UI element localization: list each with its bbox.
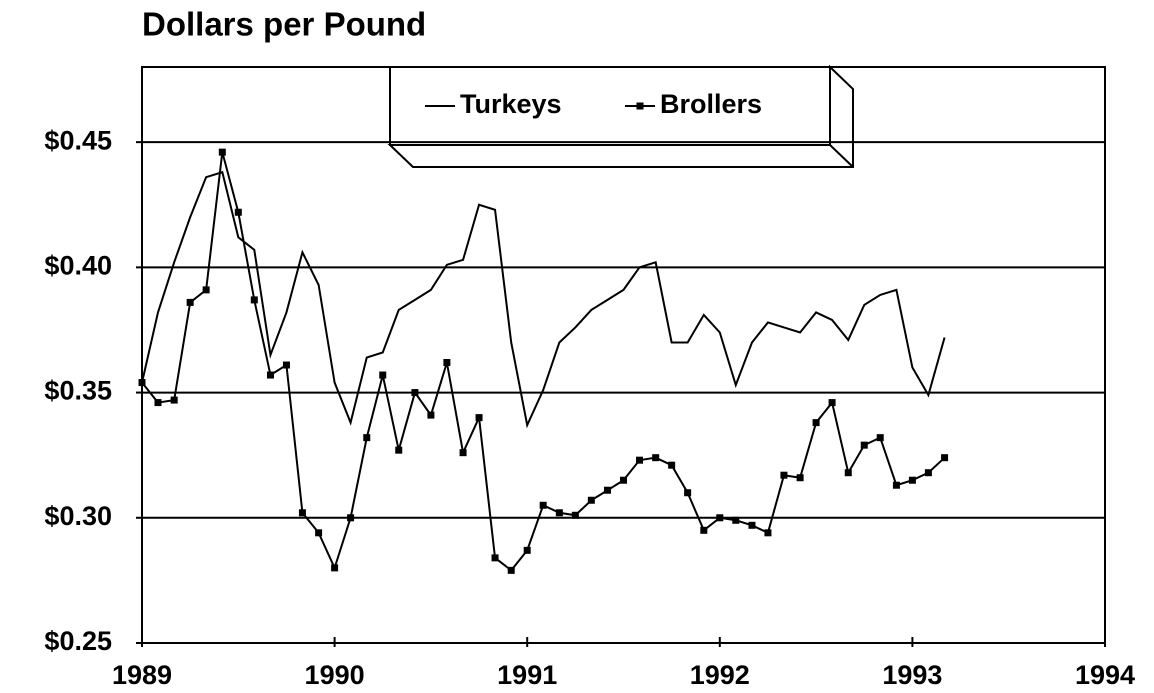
point-marker [202,286,210,294]
point-marker [844,469,852,477]
point-marker [539,501,547,509]
point-marker [635,456,643,464]
point-marker [250,296,258,304]
x-tick-label: 1994 [1075,660,1135,690]
point-marker [459,449,467,457]
point-marker [876,434,884,442]
point-marker [860,441,868,449]
point-marker [604,486,612,494]
point-marker [282,361,290,369]
point-marker [828,399,836,407]
point-marker [475,414,483,422]
chart-title: Dollars per Pound [142,6,426,43]
x-tick-label: 1990 [305,660,365,690]
point-marker [941,454,949,462]
point-marker [298,509,306,517]
point-marker [908,476,916,484]
legend-label: Brollers [660,89,762,119]
point-marker [154,399,162,407]
y-tick-label: $0.40 [44,250,112,280]
point-marker [379,371,387,379]
point-marker [234,208,242,216]
point-marker [684,489,692,497]
point-marker [186,298,194,306]
x-tick-label: 1992 [690,660,750,690]
point-marker [443,359,451,367]
point-marker [411,389,419,397]
point-marker [331,564,339,572]
point-marker [571,511,579,519]
x-tick-label: 1993 [882,660,942,690]
point-marker [892,481,900,489]
point-marker [732,516,740,524]
point-marker [138,379,146,387]
point-marker [780,471,788,479]
point-marker [555,509,563,517]
point-marker [218,148,226,156]
legend-marker [636,102,644,110]
y-tick-label: $0.45 [44,125,112,155]
y-tick-label: $0.30 [44,501,112,531]
legend: Turkeys Brollers [387,64,854,168]
point-marker [700,526,708,534]
point-marker [652,454,660,462]
x-tick-label: 1991 [497,660,557,690]
point-marker [812,419,820,427]
legend-box [389,66,831,146]
series-line [141,170,946,429]
point-marker [363,434,371,442]
point-marker [796,474,804,482]
point-marker [170,396,178,404]
point-marker [427,411,435,419]
point-marker [266,371,274,379]
y-tick-label: $0.35 [44,376,112,406]
point-marker [716,514,724,522]
point-marker [315,529,323,537]
point-marker [924,469,932,477]
legend-edge [829,144,854,168]
point-marker [507,566,515,574]
y-tick-label: $0.25 [44,626,112,656]
x-tick-label: 1989 [112,660,172,690]
legend-label: Turkeys [460,89,562,119]
point-marker [491,554,499,562]
point-marker [764,529,772,537]
point-marker [395,446,403,454]
point-marker [587,496,595,504]
point-marker [748,521,756,529]
point-marker [620,476,627,484]
point-marker [668,461,676,469]
point-marker [347,514,355,522]
point-marker [523,546,531,554]
